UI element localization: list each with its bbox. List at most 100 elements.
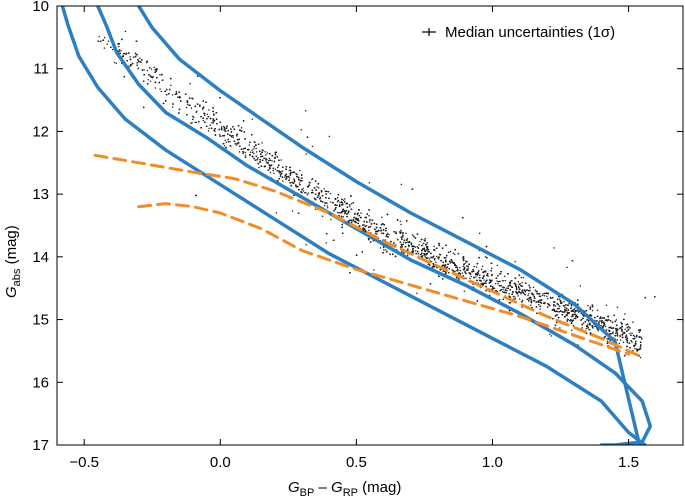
star-point — [154, 71, 156, 74]
star-point — [588, 328, 591, 331]
star-point — [147, 83, 149, 85]
star-point — [382, 232, 385, 235]
star-point — [608, 329, 611, 332]
star-point — [443, 265, 446, 268]
star-point — [323, 204, 326, 207]
star-point — [387, 236, 389, 238]
star-point — [596, 309, 599, 311]
star-point — [175, 93, 178, 95]
star-point — [575, 315, 577, 317]
star-point — [440, 260, 442, 262]
star-point — [621, 322, 623, 325]
star-point — [485, 289, 487, 292]
star-point — [309, 181, 311, 184]
star-point — [581, 323, 583, 326]
star-point — [214, 127, 216, 130]
star-point — [373, 269, 375, 271]
star-point — [570, 322, 573, 324]
star-point — [561, 302, 563, 304]
star-point — [452, 270, 455, 272]
star-point — [486, 272, 489, 275]
star-point — [632, 334, 635, 336]
star-point — [589, 332, 592, 334]
star-point — [428, 251, 430, 253]
star-point — [205, 125, 208, 128]
star-point — [229, 140, 231, 143]
star-point — [497, 283, 499, 285]
star-point — [279, 175, 282, 178]
star-point — [257, 143, 260, 146]
star-point — [111, 48, 114, 51]
star-point — [565, 309, 567, 312]
star-point — [499, 289, 501, 292]
star-point — [339, 201, 341, 204]
star-point — [630, 334, 632, 337]
star-point — [314, 180, 317, 182]
star-point — [562, 305, 565, 307]
star-point — [483, 282, 485, 284]
star-point — [606, 338, 608, 340]
star-point — [481, 265, 484, 267]
star-point — [476, 262, 479, 265]
star-point — [218, 133, 221, 136]
star-point — [509, 288, 511, 291]
star-point — [275, 211, 278, 214]
star-point — [520, 276, 523, 279]
star-point — [341, 202, 344, 204]
star-point — [348, 219, 351, 221]
star-point — [603, 322, 605, 325]
star-point — [342, 199, 345, 201]
star-point — [425, 246, 428, 248]
star-point — [233, 128, 236, 130]
star-point — [334, 198, 337, 200]
star-point — [320, 200, 322, 202]
star-point — [362, 224, 364, 226]
star-point — [236, 142, 239, 144]
star-point — [178, 91, 180, 93]
star-point — [288, 179, 290, 182]
star-point — [242, 147, 245, 150]
star-point — [400, 183, 403, 186]
star-point — [205, 101, 207, 103]
star-point — [518, 283, 521, 285]
star-point — [553, 305, 555, 307]
star-point — [604, 319, 607, 321]
star-point — [367, 226, 370, 228]
star-point — [427, 263, 429, 265]
star-point — [486, 256, 488, 259]
star-point — [194, 121, 197, 124]
star-point — [146, 60, 149, 62]
star-point — [420, 238, 423, 241]
star-point — [536, 292, 539, 295]
star-point — [191, 115, 194, 118]
star-point — [426, 252, 428, 255]
star-point — [552, 318, 554, 320]
star-point — [607, 318, 610, 321]
star-point — [486, 279, 488, 282]
star-point — [257, 162, 260, 165]
star-point — [98, 35, 100, 38]
star-point — [625, 323, 627, 326]
star-point — [575, 314, 578, 316]
star-point — [534, 289, 537, 291]
star-point — [232, 126, 234, 128]
star-point — [467, 267, 469, 270]
star-point — [635, 334, 638, 337]
star-point — [412, 247, 414, 249]
star-point — [635, 335, 638, 338]
star-point — [295, 186, 297, 188]
star-point — [616, 306, 619, 308]
star-point — [465, 260, 467, 262]
star-point — [100, 40, 102, 42]
star-point — [428, 264, 431, 266]
star-point — [512, 295, 515, 298]
star-point — [419, 240, 421, 243]
star-point — [557, 316, 560, 319]
star-point — [565, 303, 567, 306]
star-point — [478, 269, 480, 272]
star-point — [481, 282, 484, 284]
star-point — [208, 127, 210, 130]
star-point — [524, 290, 527, 293]
star-point — [174, 93, 177, 96]
